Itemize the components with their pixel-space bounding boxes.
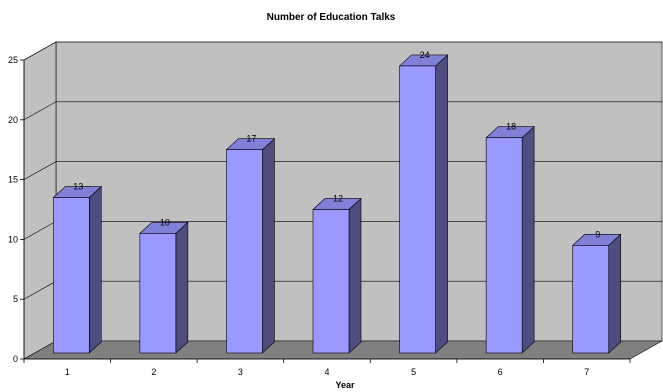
bar [225,137,276,354]
data-label: 18 [506,122,516,132]
y-tick-label: 5 [13,294,18,304]
bar [485,126,535,354]
data-label: 9 [595,229,600,239]
bar-side [88,185,102,354]
data-label: 17 [246,134,256,144]
x-axis: 1 2 3 4 5 6 7 [23,358,631,377]
y-tick-label: 10 [8,234,18,244]
bar-front [226,149,263,354]
y-tick-label: 15 [8,175,18,185]
gridline [23,101,662,121]
y-tick-label: 20 [8,115,18,125]
bar [139,221,189,354]
chart-title: Number of Education Talks [267,12,396,23]
y-axis: 0 5 10 15 20 25 [8,55,25,364]
data-label: 13 [73,182,83,192]
bar-front [572,245,610,354]
side-wall [23,41,57,360]
bar-front [485,137,523,354]
bar-front [399,65,436,354]
bar [398,54,449,354]
bar-side [262,137,275,354]
x-tick-label: 4 [324,367,329,377]
x-tick-label: 2 [151,367,156,377]
data-label: 10 [160,217,170,227]
gridline [23,41,662,61]
bar-side [521,126,535,354]
gridline [23,161,662,180]
bar-front [312,209,350,354]
bar [312,197,362,354]
bar-front [139,233,177,354]
data-label: 24 [420,50,430,60]
bar-side [175,221,189,354]
bar-side [608,233,622,354]
x-axis-label: Year [335,380,355,390]
bar [571,233,622,354]
bar-front [52,197,90,354]
x-tick-label: 5 [411,367,416,377]
y-tick-label: 0 [13,354,18,364]
x-tick-label: 1 [65,367,70,377]
x-tick-label: 3 [238,367,243,377]
x-tick-label: 7 [584,367,589,377]
data-label: 12 [333,193,343,203]
x-tick-label: 6 [498,367,503,377]
bar-side [435,54,448,354]
y-tick-label: 25 [8,55,18,65]
bar [52,185,103,354]
bar-side [348,197,362,354]
bar-series: 13 10 17 12 24 18 9 [52,50,622,354]
